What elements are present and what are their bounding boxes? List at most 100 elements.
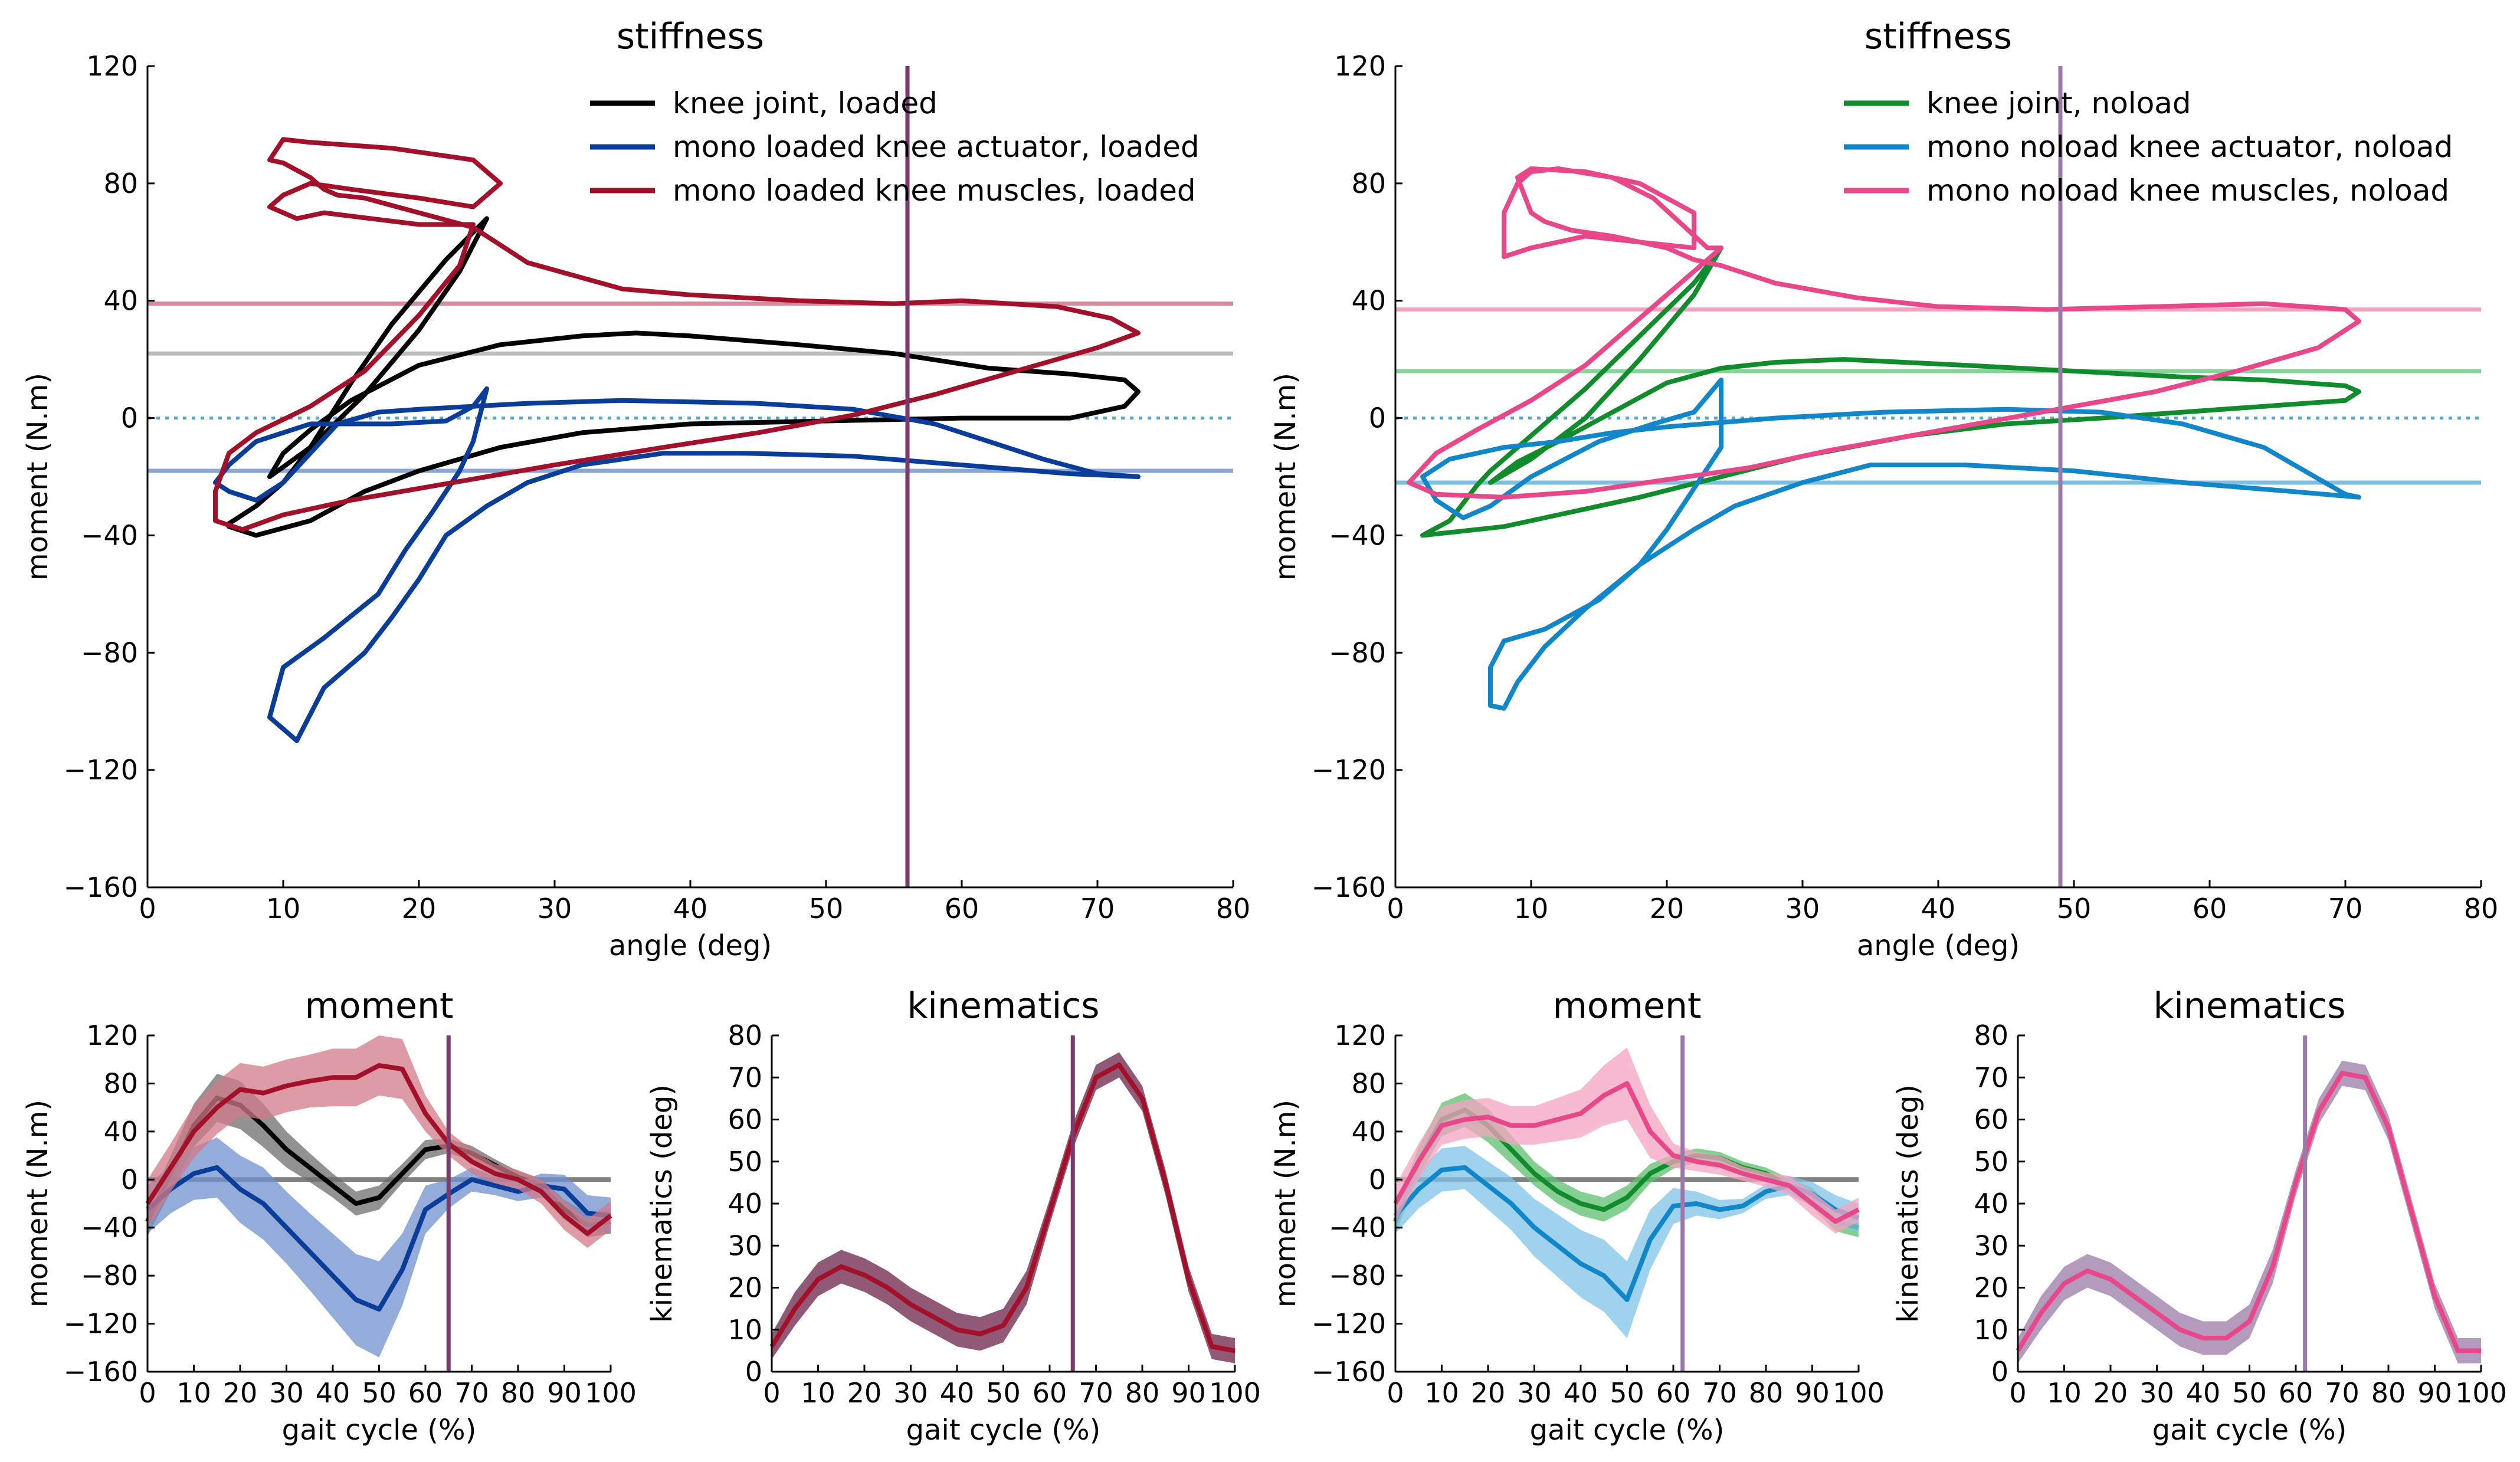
x-tick-label: 90 [2417, 1377, 2452, 1409]
x-tick-label: 0 [1387, 1377, 1404, 1409]
y-tick-label: −40 [81, 519, 138, 551]
y-tick-label: 80 [103, 168, 138, 199]
x-tick-label: 100 [1833, 1377, 1885, 1409]
x-tick-label: 70 [1080, 893, 1115, 925]
y-tick-label: 0 [1369, 1163, 1386, 1195]
x-axis-label: gait cycle (%) [906, 1414, 1101, 1447]
legend-entry-2: mono loaded knee muscles, loaded [673, 173, 1196, 208]
x-tick-label: 80 [501, 1377, 536, 1409]
y-tick-label: −160 [64, 1356, 138, 1388]
x-tick-label: 10 [266, 893, 301, 925]
x-tick-label: 30 [269, 1377, 304, 1409]
y-tick-label: 0 [1369, 402, 1386, 434]
y-axis-label: moment (N.m) [1269, 373, 1302, 581]
x-tick-label: 70 [2325, 1377, 2360, 1409]
y-axis-label: moment (N.m) [21, 1100, 54, 1307]
x-tick-label: 0 [1387, 893, 1404, 925]
y-tick-label: 50 [1974, 1146, 2008, 1178]
x-tick-label: 10 [1514, 893, 1549, 925]
x-tick-label: 0 [139, 893, 156, 925]
y-tick-label: −40 [81, 1212, 138, 1244]
series-line-2 [1407, 166, 2361, 500]
chart-moment-noload: 0 10 20 30 40 50 60 70 80 90 100 −160 −120 −80 −40 0 40 8… [1269, 985, 1885, 1447]
x-tick-label: 100 [585, 1377, 637, 1409]
y-tick-label: 40 [1351, 1116, 1386, 1148]
x-tick-label: 80 [1216, 893, 1251, 925]
y-tick-label: 0 [121, 402, 138, 434]
x-tick-label: 30 [538, 893, 572, 925]
x-axis-label: angle (deg) [1857, 929, 2020, 962]
y-tick-label: −160 [1312, 1356, 1386, 1388]
x-tick-label: 20 [1650, 893, 1685, 925]
x-tick-label: 60 [945, 893, 979, 925]
y-tick-label: 120 [1334, 1020, 1386, 1051]
x-tick-label: 70 [1702, 1377, 1737, 1409]
y-tick-label: 10 [1974, 1314, 2008, 1346]
x-tick-label: 60 [2279, 1377, 2313, 1409]
chart-kinematics-loaded: 0 10 20 30 40 50 60 70 80 90 10001020304050607080k… [645, 985, 1261, 1447]
y-tick-label: −120 [1312, 1308, 1386, 1340]
legend: knee joint, loaded mono loaded knee actua… [590, 86, 1200, 208]
chart-stiffness-noload: 0 10 20 30 40 50 60 70 80 −160 −120 −80 −40 0 40 80 120 s… [1269, 16, 2498, 962]
y-tick-label: 120 [86, 50, 138, 82]
x-tick-label: 50 [809, 893, 844, 925]
x-tick-label: 40 [1921, 893, 1956, 925]
x-tick-label: 80 [2371, 1377, 2406, 1409]
legend: knee joint, noload mono noload knee actua… [1844, 86, 2453, 208]
y-tick-label: 10 [728, 1314, 762, 1346]
x-tick-label: 60 [408, 1377, 443, 1409]
x-tick-label: 50 [2232, 1377, 2267, 1409]
y-tick-label: 70 [728, 1061, 762, 1093]
x-tick-label: 20 [223, 1377, 258, 1409]
x-tick-label: 100 [1209, 1377, 1261, 1409]
y-tick-label: 80 [1351, 168, 1386, 199]
chart-title: moment [304, 985, 453, 1027]
x-axis-label: gait cycle (%) [1530, 1414, 1725, 1447]
y-axis-label: kinematics (deg) [1892, 1084, 1925, 1323]
x-tick-label: 20 [2093, 1377, 2128, 1409]
y-tick-label: 50 [728, 1146, 762, 1178]
y-tick-label: 0 [121, 1163, 138, 1195]
x-tick-label: 80 [1749, 1377, 1784, 1409]
x-tick-label: 50 [1610, 1377, 1644, 1409]
legend-entry-1: mono noload knee actuator, noload [1926, 130, 2453, 164]
x-axis-label: gait cycle (%) [2152, 1414, 2347, 1447]
series-band-0 [772, 1052, 1235, 1363]
chart-title: kinematics [907, 985, 1099, 1027]
series-band-1 [148, 1138, 611, 1358]
x-tick-label: 30 [893, 1377, 928, 1409]
x-tick-label: 0 [2009, 1377, 2026, 1409]
x-tick-label: 70 [454, 1377, 489, 1409]
y-tick-label: −120 [1312, 754, 1386, 786]
y-tick-label: −80 [81, 1260, 138, 1291]
y-axis-label: moment (N.m) [1269, 1100, 1302, 1307]
y-tick-label: 70 [1974, 1061, 2008, 1093]
chart-moment-loaded: 0 10 20 30 40 50 60 70 80 90 100 −160 −120 −80 −40 0 40 8… [21, 985, 637, 1447]
y-tick-label: 60 [728, 1104, 762, 1136]
y-tick-label: 0 [745, 1356, 762, 1388]
y-tick-label: −40 [1329, 519, 1386, 551]
x-tick-label: 0 [139, 1377, 156, 1409]
chart-title: stiffness [1864, 16, 2012, 57]
y-axis-label: moment (N.m) [21, 373, 54, 581]
x-tick-label: 60 [2193, 893, 2227, 925]
legend-entry-0: knee joint, loaded [673, 86, 938, 120]
x-tick-label: 10 [1424, 1377, 1459, 1409]
y-tick-label: −80 [81, 637, 138, 668]
y-tick-label: −40 [1329, 1212, 1386, 1244]
x-tick-label: 50 [986, 1377, 1021, 1409]
x-tick-label: 0 [763, 1377, 780, 1409]
y-tick-label: 20 [1974, 1272, 2008, 1304]
x-tick-label: 90 [1795, 1377, 1830, 1409]
legend-entry-2: mono noload knee muscles, noload [1926, 173, 2449, 208]
y-tick-label: 40 [1974, 1188, 2008, 1220]
y-tick-label: 20 [728, 1272, 762, 1304]
y-tick-label: 30 [1974, 1230, 2008, 1261]
x-axis-label: angle (deg) [609, 929, 772, 962]
series-line-0 [227, 216, 1141, 538]
series-line-2 [213, 137, 1141, 532]
x-axis-label: gait cycle (%) [282, 1414, 477, 1447]
y-tick-label: 30 [728, 1230, 762, 1261]
y-tick-label: −80 [1329, 637, 1386, 668]
